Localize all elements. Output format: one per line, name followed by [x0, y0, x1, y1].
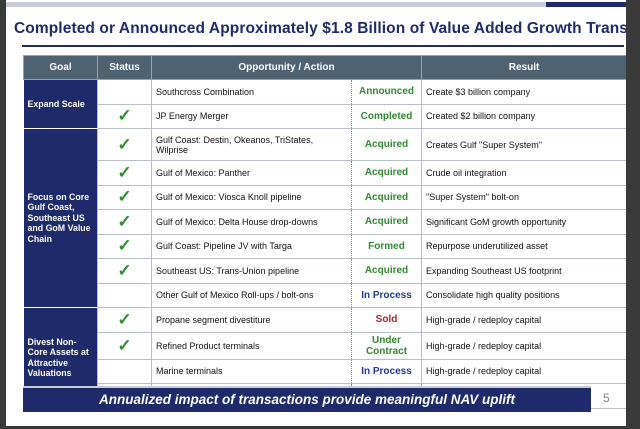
opportunity-cell: Gulf of Mexico: Delta House drop-downs: [151, 209, 352, 235]
slide: Completed or Announced Approximately $1.…: [6, 0, 626, 426]
opportunity-cell: Southcross Combination: [151, 79, 352, 105]
status-cell: ✓: [97, 209, 152, 235]
status-cell: [97, 79, 152, 105]
top-accent-line: [6, 2, 626, 7]
table-row: ✓ Gulf Coast: Pipeline JV with Targa Forme…: [24, 234, 626, 259]
action-cell: In Process: [350, 359, 423, 384]
checkmark-icon: ✓: [117, 134, 132, 154]
result-cell: Creates Gulf "Super System": [421, 128, 626, 161]
checkmark-icon: ✓: [117, 187, 132, 207]
action-cell: In Process: [350, 283, 423, 308]
table-row: Divest Non-Core Assets at Attractive Val…: [23, 307, 626, 409]
top-accent-block: [546, 2, 626, 7]
status-cell: ✓: [97, 104, 152, 129]
title-divider: [22, 45, 624, 47]
status-cell: ✓: [97, 185, 152, 210]
result-cell: Consolidate high quality positions: [421, 283, 626, 308]
action-cell: Under Contract: [350, 332, 423, 360]
table-row: ✓ Gulf of Mexico: Viosca Knoll pipeline Ac…: [24, 185, 626, 210]
opportunity-cell: Gulf Coast: Destin, Okeanos, TriStates, …: [151, 128, 352, 161]
action-cell: Acquired: [350, 258, 423, 284]
action-cell: Acquired: [350, 209, 423, 235]
checkmark-icon: ✓: [117, 260, 132, 280]
action-cell: Formed: [350, 234, 423, 259]
table-row: ✓ Refined Product terminals Under Contract…: [24, 332, 626, 360]
action-cell: Announced: [350, 79, 423, 105]
result-cell: Repurpose underutilized asset: [421, 234, 626, 259]
action-cell: Acquired: [350, 128, 423, 161]
table-row: ✓ Gulf of Mexico: Delta House drop-downs A…: [24, 209, 626, 235]
table-header-row: Goal Status Opportunity / Action Result: [23, 55, 626, 80]
status-cell: ✓: [97, 307, 152, 333]
opportunity-cell: Other Gulf of Mexico Roll-ups / bolt-ons: [151, 283, 352, 308]
action-cell: Sold: [350, 307, 423, 333]
page-number: 5: [603, 391, 610, 405]
goal-cell: Expand Scale: [23, 79, 98, 129]
header-opportunity: Opportunity / Action: [150, 55, 423, 80]
status-cell: [97, 359, 152, 384]
table-row: ✓ JP Energy Merger Completed Created $2 bil…: [24, 104, 626, 129]
result-cell: "Super System" bolt-on: [421, 185, 626, 210]
checkmark-icon: ✓: [117, 335, 132, 355]
table-row: ✓ Gulf of Mexico: Panther Acquired Crude oi…: [24, 160, 626, 186]
checkmark-icon: ✓: [117, 162, 132, 182]
header-status: Status: [97, 55, 152, 80]
opportunity-cell: Propane segment divestiture: [151, 307, 352, 333]
opportunity-cell: Gulf of Mexico: Panther: [151, 160, 352, 186]
checkmark-icon: ✓: [117, 236, 132, 256]
transactions-table: Goal Status Opportunity / Action Result …: [23, 55, 626, 409]
result-cell: High-grade / redeploy capital: [421, 332, 626, 360]
status-cell: ✓: [97, 160, 152, 186]
result-cell: High-grade / redeploy capital: [421, 359, 626, 384]
result-cell: Significant GoM growth opportunity: [421, 209, 626, 235]
action-cell: Acquired: [350, 160, 423, 186]
status-cell: ✓: [97, 128, 152, 161]
opportunity-cell: Gulf of Mexico: Viosca Knoll pipeline: [151, 185, 352, 210]
checkmark-icon: ✓: [117, 106, 132, 126]
status-cell: ✓: [97, 234, 152, 259]
checkmark-icon: ✓: [117, 211, 132, 231]
goal-cell: Focus on Core Gulf Coast, Southeast US a…: [23, 128, 98, 308]
action-cell: Completed: [350, 104, 423, 129]
action-cell: Acquired: [350, 185, 423, 210]
header-goal: Goal: [23, 55, 98, 80]
status-cell: [97, 283, 152, 308]
header-result: Result: [421, 55, 626, 80]
table-row: Other Gulf of Mexico Roll-ups / bolt-ons…: [24, 283, 626, 308]
slide-title: Completed or Announced Approximately $1.…: [14, 20, 626, 37]
opportunity-cell: Marine terminals: [151, 359, 352, 384]
table-row: Marine terminals In Process High-grade / r…: [24, 359, 626, 384]
footer-banner: Annualized impact of transactions provid…: [23, 386, 591, 412]
opportunity-cell: Southeast US: Trans-Union pipeline: [151, 258, 352, 284]
table-row: Expand Scale Southcross Combination Announ…: [23, 79, 626, 129]
opportunity-cell: Gulf Coast: Pipeline JV with Targa: [151, 234, 352, 259]
result-cell: Create $3 billion company: [421, 79, 626, 105]
table-body: Expand Scale Southcross Combination Announ…: [23, 79, 626, 409]
checkmark-icon: ✓: [117, 309, 132, 329]
result-cell: High-grade / redeploy capital: [421, 307, 626, 333]
table-row: ✓ Southeast US: Trans-Union pipeline Acqui…: [24, 258, 626, 284]
result-cell: Crude oil integration: [421, 160, 626, 186]
table-row: Focus on Core Gulf Coast, Southeast US a…: [23, 128, 626, 308]
status-cell: ✓: [97, 332, 152, 360]
result-cell: Created $2 billion company: [421, 104, 626, 129]
status-cell: ✓: [97, 258, 152, 284]
opportunity-cell: Refined Product terminals: [151, 332, 352, 360]
opportunity-cell: JP Energy Merger: [151, 104, 352, 129]
result-cell: Expanding Southeast US footprint: [421, 258, 626, 284]
